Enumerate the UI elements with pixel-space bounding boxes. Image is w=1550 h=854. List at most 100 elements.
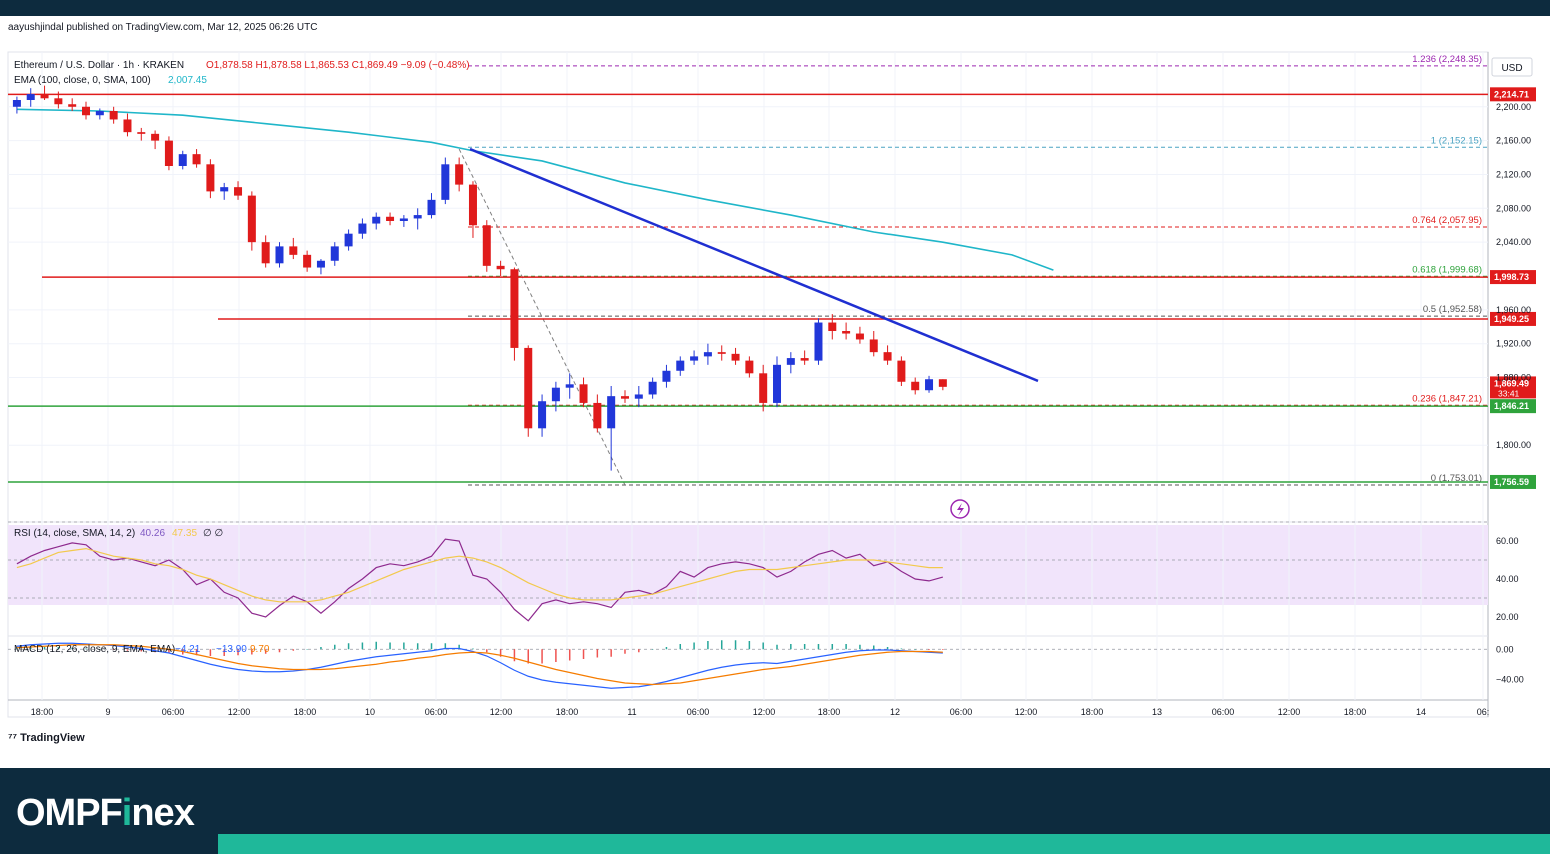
macd-hist-0 — [16, 647, 18, 650]
candle-body-60 — [842, 331, 851, 334]
macd-hist-54 — [762, 642, 764, 650]
candle-body-12 — [178, 154, 187, 166]
candle-body-0 — [12, 100, 21, 107]
candle-body-18 — [261, 242, 270, 264]
candle-body-34 — [482, 225, 491, 266]
candle-body-39 — [551, 387, 560, 402]
candle-body-19 — [275, 246, 284, 264]
candle-body-5 — [82, 106, 91, 116]
candle-body-49 — [690, 356, 699, 361]
candle-body-20 — [289, 246, 298, 255]
macd-hist-36 — [513, 649, 516, 662]
candle-body-29 — [413, 215, 422, 219]
current-price-tag — [1490, 376, 1536, 399]
macd-hist-52 — [734, 640, 737, 650]
x-tick-14: 06:00 — [950, 707, 973, 717]
x-tick-3: 12:00 — [228, 707, 251, 717]
candle-body-7 — [109, 111, 118, 120]
macd-hist-46 — [651, 649, 654, 650]
bearish-trendline[interactable] — [469, 147, 1039, 383]
candle-body-14 — [206, 164, 215, 192]
legend-macd-label: MACD (12, 26, close, 9, EMA, EMA) — [14, 644, 175, 655]
x-tick-17: 13 — [1152, 707, 1162, 717]
legend-rsi-v3: ∅ ∅ — [203, 528, 223, 539]
candle-body-67 — [938, 379, 947, 387]
macd-hist-60 — [845, 644, 847, 650]
candle-body-56 — [786, 358, 795, 365]
level-tag-text-3: 1,846.21 — [1494, 401, 1529, 411]
y-tick-8: 1,800.00 — [1496, 440, 1531, 450]
brand-logo: OMPFinex — [16, 792, 195, 835]
candle-body-13 — [192, 154, 201, 165]
x-tick-13: 12 — [890, 707, 900, 717]
countdown-text: 33:41 — [1498, 388, 1520, 398]
price-axis[interactable]: 2,200.00 2,160.00 2,120.00 2,080.00 2,040.00… — [1496, 102, 1531, 450]
x-tick-9: 11 — [627, 707, 636, 717]
candle-body-40 — [565, 384, 574, 388]
candle-body-47 — [662, 370, 671, 382]
trendline[interactable] — [469, 147, 1039, 383]
macd-hist-49 — [693, 642, 695, 650]
x-tick-0: 18:00 — [31, 707, 54, 717]
candle-body-36 — [510, 269, 519, 348]
candle-body-53 — [745, 360, 754, 374]
macd-hist-4 — [71, 647, 73, 650]
macd-hist-59 — [831, 644, 834, 650]
macd-hist-51 — [720, 640, 723, 650]
macd-hist-55 — [776, 644, 778, 650]
x-tick-7: 12:00 — [490, 707, 513, 717]
macd-hist-8 — [126, 649, 129, 651]
time-axis[interactable]: 18:00 9 06:00 12:00 18:00 10 06:00 12:00 18:00 11… — [31, 707, 1490, 717]
candle-body-62 — [869, 339, 878, 353]
legend-macd-v3: 9.70 — [250, 644, 270, 655]
macd-signal-line — [16, 644, 943, 686]
x-tick-11: 12:00 — [753, 707, 776, 717]
macd-hist-14 — [209, 649, 212, 656]
candle-body-37 — [524, 347, 533, 429]
horizontal-levels: 2,214.71 1,998.73 1,949.25 1,846.21 1,756.59… — [8, 87, 1536, 489]
rsi-band — [8, 525, 1488, 605]
candle-body-42 — [593, 402, 602, 429]
currency-label: USD — [1501, 63, 1522, 74]
macd-hist-42 — [596, 649, 599, 658]
candle-body-64 — [897, 360, 906, 382]
macd-hist-31 — [444, 643, 447, 650]
x-tick-5: 10 — [365, 707, 375, 717]
macd-hist-22 — [320, 647, 322, 650]
candle-body-33 — [468, 184, 477, 226]
candle-body-6 — [95, 111, 104, 116]
tv-logo-text: TradingView — [20, 732, 85, 744]
macd-hist-23 — [334, 644, 336, 650]
macd-hist-16 — [237, 649, 239, 656]
candle-body-8 — [123, 119, 132, 133]
candle-body-2 — [40, 94, 49, 99]
candle-body-41 — [579, 384, 588, 403]
macd-hist-63 — [886, 647, 889, 650]
macd-tick-1: −40.00 — [1496, 674, 1524, 684]
candle-body-51 — [717, 352, 726, 354]
macd-hist-33 — [472, 648, 474, 650]
macd-hist-41 — [582, 649, 585, 659]
candle-body-23 — [330, 246, 339, 261]
x-tick-18: 06:00 — [1212, 707, 1235, 717]
fib-levels: 1.236 (2,248.35) 1 (2,152.15) 0.764 (2,057… — [458, 54, 1488, 486]
candle-body-43 — [607, 396, 616, 429]
macd-hist-21 — [306, 649, 308, 650]
x-tick-20: 18:00 — [1344, 707, 1367, 717]
x-tick-19: 12:00 — [1278, 707, 1301, 717]
level-tag-text-2: 1,949.25 — [1494, 314, 1529, 324]
candle-body-10 — [151, 133, 160, 141]
lightning-glyph — [957, 503, 964, 516]
tradingview-chart[interactable]: 1.236 (2,248.35) 1 (2,152.15) 0.764 (2,057… — [0, 0, 1550, 754]
candle-body-55 — [773, 364, 782, 403]
macd-hist-2 — [43, 647, 46, 650]
y-tick-6: 1,920.00 — [1496, 339, 1531, 349]
macd-hist-56 — [790, 644, 792, 650]
macd-hist-27 — [389, 642, 391, 650]
currency-box[interactable] — [1491, 57, 1533, 77]
rsi-line — [16, 538, 944, 622]
macd-hist-53 — [748, 641, 751, 650]
x-tick-21: 14 — [1416, 707, 1426, 717]
macd-hist-37 — [527, 649, 529, 664]
fib-label-1: 1 (2,152.15) — [1431, 135, 1482, 146]
